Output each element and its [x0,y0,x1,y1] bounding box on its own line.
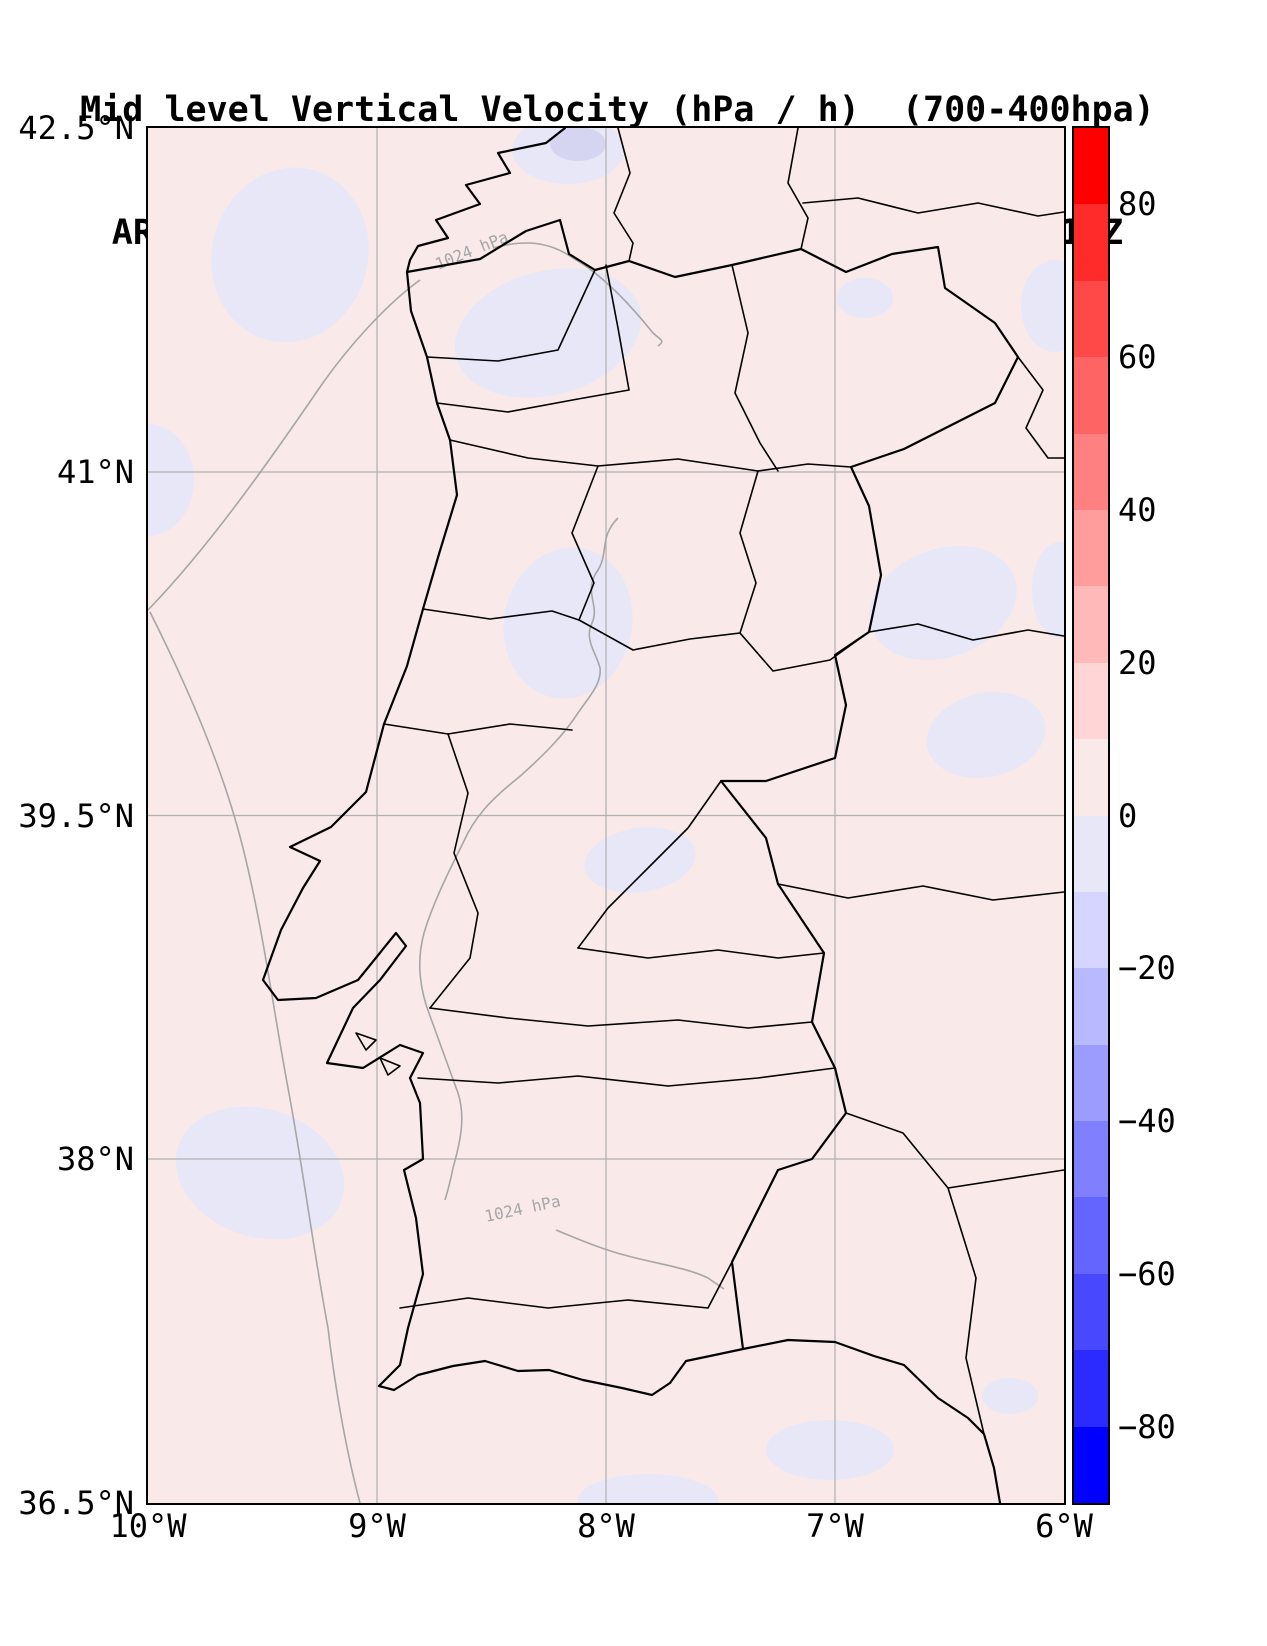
x-axis: 10°W 9°W 8°W 7°W 6°W [109,1507,1092,1547]
colorbar-band [1074,662,1108,740]
district-boundary [429,733,479,1009]
isobar-label-south: 1024 hPa [483,1191,562,1226]
colorbar-bands [1074,128,1108,1504]
colorbar-band [1074,1273,1108,1351]
colorbar-band [1074,1197,1108,1274]
colorbar-band [1074,433,1108,510]
district-boundary [426,269,596,362]
negative-anomaly-blobs [148,128,1064,1503]
negative-blob [869,545,1017,661]
district-boundaries [383,264,870,1309]
negative-blob [454,268,642,398]
graticule-grid-lines [148,128,1064,1503]
province-boundary [787,128,809,250]
district-boundary [436,264,630,413]
negative-blob [1021,260,1064,352]
colorbar-tick-label: −60 [1118,1254,1176,1293]
province-boundary [868,623,1064,641]
y-tick-label: 42.5°N [18,109,134,147]
district-boundary [429,1007,813,1029]
district-boundary [449,439,852,472]
y-tick-label: 39.5°N [18,796,134,835]
district-boundary [577,947,825,959]
map-svg: 1024 hPa 1024 hPa [148,128,1064,1503]
negative-blob [175,1106,345,1240]
negative-blob [148,424,194,536]
district-boundary [739,631,870,672]
colorbar-band [1074,128,1108,205]
province-boundary [845,1112,1064,1189]
colorbar-tick-label: 20 [1118,643,1157,682]
province-boundary [802,197,1064,217]
isobar-1024 [148,279,421,611]
coastline [261,128,1002,1503]
colorbar-band [1074,1350,1108,1427]
negative-blob [837,278,893,318]
spain-province-boundaries [613,128,1064,1435]
x-tick-label: 8°W [577,1507,635,1545]
colorbar [1072,126,1110,1505]
colorbar-tick-label: −20 [1118,949,1176,988]
negative-blob [766,1420,894,1480]
province-boundary [613,128,634,262]
colorbar-band [1074,968,1108,1045]
district-boundary [577,780,722,949]
negative-blob [211,167,369,343]
province-boundary [777,883,1064,901]
province-boundary [947,1187,985,1435]
district-boundary [578,619,741,651]
colorbar-band [1074,1121,1108,1198]
negative-blob [926,692,1046,778]
colorbar-band [1074,204,1108,281]
x-tick-label: 10°W [109,1507,187,1545]
negative-blob [578,1474,718,1503]
colorbar-tick-label: 80 [1118,185,1157,224]
negative-blob-core [550,128,606,161]
y-tick-label: 41°N [56,452,134,491]
isobar-1024 [418,517,619,1201]
colorbar-band [1074,1426,1108,1504]
colorbar-band [1074,815,1108,892]
negative-blob [1032,542,1064,638]
colorbar-band [1074,891,1108,969]
estuary-islet [355,1032,377,1051]
coastline-and-borders [261,128,1064,1503]
colorbar-tick-labels: 80 60 40 20 0 −20 −40 −60 −80 [1118,128,1238,1503]
colorbar-band [1074,586,1108,663]
isobar-1024 [555,1229,725,1290]
province-boundary [1017,356,1064,459]
x-tick-label: 7°W [806,1507,864,1545]
x-tick-label: 9°W [348,1507,406,1545]
colorbar-band [1074,1044,1108,1122]
negative-blob [982,1378,1038,1414]
district-boundary [731,264,779,472]
x-tick-label: 6°W [1035,1507,1093,1545]
y-tick-label: 38°N [56,1140,134,1179]
title-line-1: Mid level Vertical Velocity (hPa / h) (7… [80,90,1155,130]
colorbar-band [1074,509,1108,587]
isobar-1024 [149,611,361,1503]
district-boundary [422,608,580,621]
colorbar-tick-label: 0 [1118,796,1138,835]
colorbar-band [1074,739,1108,816]
district-boundary [417,1067,836,1087]
colorbar-tick-label: −40 [1118,1102,1176,1141]
district-boundary [383,723,573,735]
negative-blob [503,547,633,699]
negative-blob [584,827,696,893]
y-tick-label: 36.5°N [18,1484,134,1522]
map-canvas: 1024 hPa 1024 hPa [146,126,1066,1505]
colorbar-tick-label: −80 [1118,1407,1176,1446]
colorbar-band [1074,280,1108,358]
district-boundary [571,465,599,621]
district-boundary [399,1261,733,1309]
district-boundary [739,470,759,634]
colorbar-band [1074,357,1108,434]
colorbar-tick-label: 60 [1118,338,1157,377]
estuary-islet [379,1057,401,1076]
y-axis: 42.5°N 41°N 39.5°N 38°N 36.5°N [0,109,140,1522]
colorbar-tick-label: 40 [1118,490,1157,529]
